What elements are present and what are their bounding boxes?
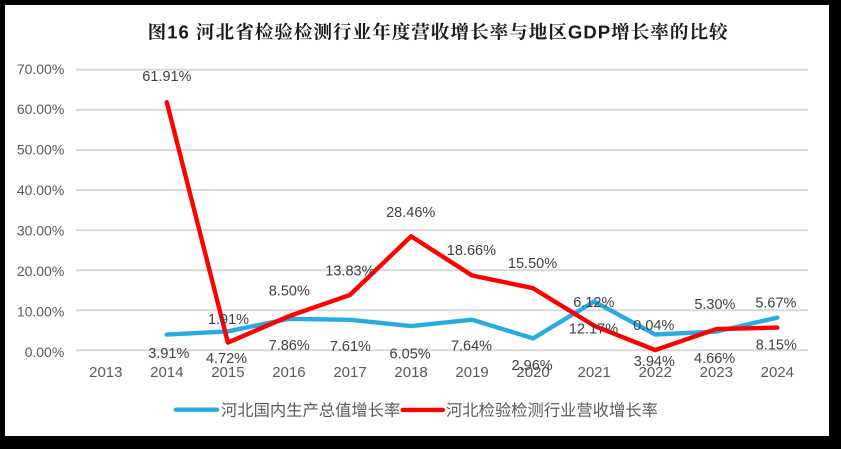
svg-text:15.50%: 15.50%: [508, 256, 557, 272]
svg-text:2015: 2015: [211, 364, 244, 381]
svg-text:2022: 2022: [639, 364, 672, 381]
svg-text:30.00%: 30.00%: [17, 223, 64, 239]
svg-text:2014: 2014: [150, 364, 183, 381]
svg-text:20.00%: 20.00%: [17, 263, 64, 279]
svg-text:2020: 2020: [516, 364, 549, 381]
svg-text:7.64%: 7.64%: [451, 339, 492, 355]
svg-text:70.00%: 70.00%: [17, 61, 64, 77]
svg-text:13.83%: 13.83%: [325, 264, 374, 280]
svg-text:50.00%: 50.00%: [17, 142, 64, 158]
svg-text:40.00%: 40.00%: [17, 182, 64, 198]
svg-text:8.50%: 8.50%: [269, 283, 310, 299]
svg-text:0.00%: 0.00%: [25, 344, 65, 360]
svg-text:2016: 2016: [272, 364, 305, 381]
svg-text:4.66%: 4.66%: [694, 351, 735, 367]
svg-text:2021: 2021: [578, 364, 611, 381]
svg-text:6.05%: 6.05%: [390, 346, 431, 362]
svg-text:2024: 2024: [761, 364, 794, 381]
svg-text:61.91%: 61.91%: [142, 69, 191, 85]
svg-text:5.67%: 5.67%: [755, 296, 796, 312]
svg-text:7.86%: 7.86%: [269, 338, 310, 354]
svg-text:2018: 2018: [394, 364, 427, 381]
svg-text:3.94%: 3.94%: [634, 354, 675, 370]
svg-text:2023: 2023: [700, 364, 733, 381]
svg-text:4.72%: 4.72%: [206, 351, 247, 367]
svg-text:18.66%: 18.66%: [447, 243, 496, 259]
svg-text:28.46%: 28.46%: [386, 205, 435, 221]
svg-text:2.96%: 2.96%: [512, 358, 553, 374]
svg-text:8.15%: 8.15%: [756, 338, 797, 354]
svg-text:60.00%: 60.00%: [17, 101, 64, 117]
svg-text:0.04%: 0.04%: [633, 318, 674, 334]
svg-text:6.12%: 6.12%: [573, 295, 614, 311]
svg-text:12.17%: 12.17%: [569, 321, 618, 337]
svg-text:3.91%: 3.91%: [148, 346, 189, 362]
svg-text:1.91%: 1.91%: [208, 312, 249, 328]
svg-text:2017: 2017: [333, 364, 366, 381]
svg-text:2013: 2013: [89, 364, 122, 381]
svg-text:7.61%: 7.61%: [330, 339, 371, 355]
svg-text:10.00%: 10.00%: [17, 303, 64, 319]
svg-text:5.30%: 5.30%: [694, 297, 735, 313]
svg-text:2019: 2019: [455, 364, 488, 381]
